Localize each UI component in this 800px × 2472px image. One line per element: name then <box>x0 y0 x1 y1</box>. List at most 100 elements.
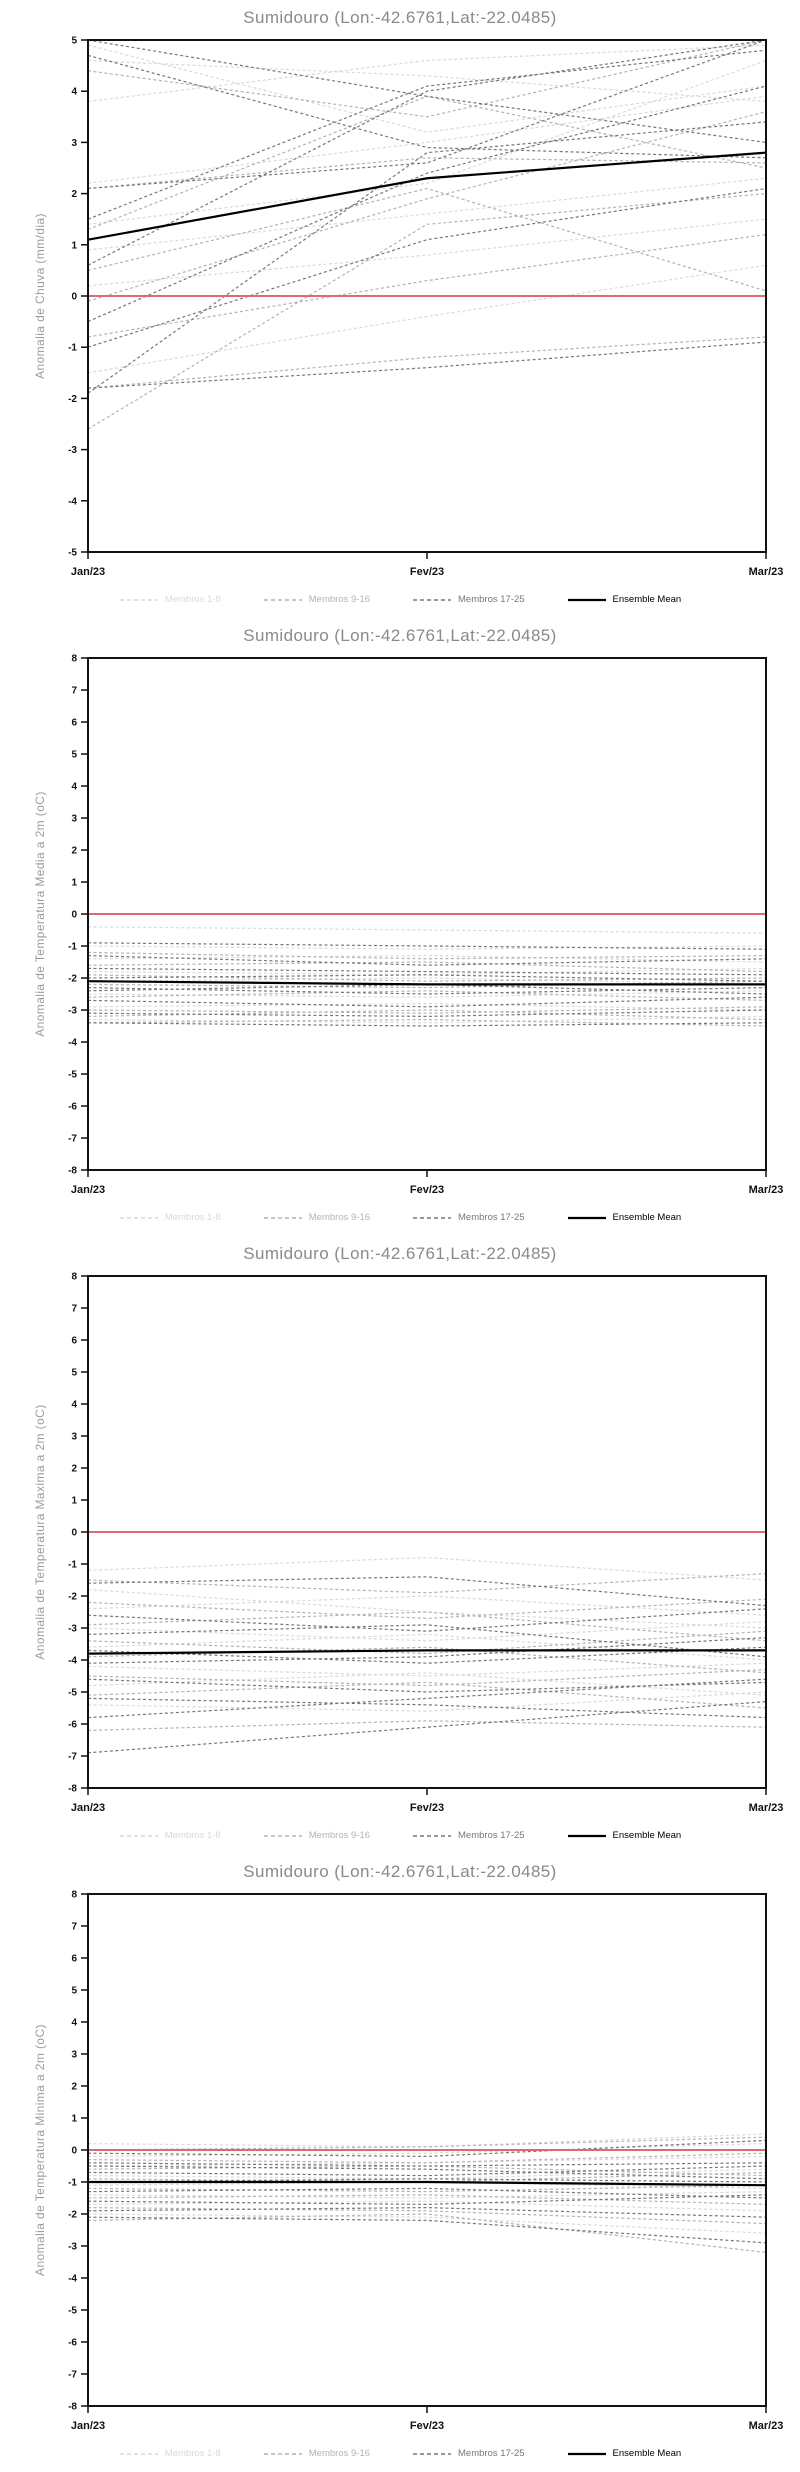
y-tick-label: -7 <box>68 1752 77 1763</box>
panel-anomalia-temp-maxima: Sumidouro (Lon:-42.6761,Lat:-22.0485) -8… <box>0 1236 800 1854</box>
legend-label: Membros 9-16 <box>308 594 371 605</box>
member-line <box>87 233 767 338</box>
legend-line-sample <box>119 1216 158 1219</box>
member-line <box>87 121 767 394</box>
y-tick-label: 8 <box>71 1272 77 1283</box>
legend-label: Membros 1-8 <box>164 594 221 605</box>
chart-title: Sumidouro (Lon:-42.6761,Lat:-22.0485) <box>243 1862 557 1881</box>
member-line <box>87 2168 767 2180</box>
member-line <box>87 967 767 976</box>
legend-item-membros-17-25: Membros 17-25 <box>412 1212 525 1223</box>
y-tick-label: 3 <box>71 138 77 149</box>
member-line <box>87 2136 767 2151</box>
legend-item-ensemble-mean: Ensemble Mean <box>567 594 682 605</box>
y-tick-label: -1 <box>68 2178 77 2189</box>
legend-line-sample <box>413 2452 452 2455</box>
legend-label: Membros 9-16 <box>308 1212 371 1223</box>
member-line <box>87 177 767 251</box>
member-line <box>87 1598 767 1620</box>
y-tick-label: -2 <box>68 394 77 405</box>
member-line <box>87 193 767 430</box>
member-line <box>87 945 767 950</box>
x-tick-label: Mar/23 <box>749 2420 784 2432</box>
y-tick-label: -2 <box>68 974 77 985</box>
y-tick-label: 4 <box>71 782 77 793</box>
legend-line-sample <box>263 2452 302 2455</box>
legend-item-membros-9-16: Membros 9-16 <box>263 2448 370 2459</box>
x-tick-label: Jan/23 <box>71 1802 105 1814</box>
y-tick-label: 2 <box>71 1464 77 1475</box>
legend-label: Membros 17-25 <box>458 2448 525 2459</box>
member-line <box>87 1678 767 1719</box>
member-line <box>87 1678 767 1693</box>
ensemble-mean-line <box>87 151 767 241</box>
chart-canvas-temp-maxima: -8 -7 -6 -5 -4 -3 -2 -1 0 1 2 3 4 5 6 7 8 Jan/23 Fev/23 Mar… <box>33 1272 784 1815</box>
chart-canvas-temp-minima: -8 -7 -6 -5 -4 -3 -2 -1 0 1 2 3 4 5 6 7 8 Jan/23 Fev/23 Mar… <box>33 1890 784 2433</box>
y-axis-label: Anomalia de Temperatura Media a 2m (oC) <box>33 791 47 1037</box>
y-tick-label: -3 <box>68 1624 77 1635</box>
y-tick-label: -6 <box>68 2338 77 2349</box>
y-tick-label: 5 <box>71 750 77 761</box>
member-line <box>87 926 767 934</box>
x-tick-label: Mar/23 <box>749 1184 784 1196</box>
member-line <box>87 44 767 133</box>
member-line <box>87 59 767 225</box>
y-tick-label: 1 <box>71 240 77 251</box>
member-line <box>87 336 767 389</box>
member-line <box>87 264 767 374</box>
panel-anomalia-temp-minima: Sumidouro (Lon:-42.6761,Lat:-22.0485) -8… <box>0 1854 800 2472</box>
legend-label: Membros 1-8 <box>164 2448 221 2459</box>
legend-item-membros-1-8: Membros 1-8 <box>119 594 221 605</box>
legend-item-membros-17-25: Membros 17-25 <box>412 2448 525 2459</box>
y-tick-label: -2 <box>68 2210 77 2221</box>
member-line <box>87 85 767 323</box>
y-tick-label: 0 <box>71 910 77 921</box>
legend-line-sample <box>567 2452 606 2455</box>
x-tick-label: Fev/23 <box>410 1802 444 1814</box>
y-tick-label: 2 <box>71 846 77 857</box>
legend-label: Ensemble Mean <box>612 594 682 605</box>
member-line <box>87 1701 767 1754</box>
y-axis-label: Anomalia de Chuva (mm/dia) <box>33 213 47 379</box>
legend-line-sample <box>567 1216 606 1219</box>
y-tick-label: -8 <box>68 2402 77 2413</box>
member-line <box>87 961 767 973</box>
legend-label: Membros 17-25 <box>458 594 525 605</box>
y-tick-label: -8 <box>68 1166 77 1177</box>
member-line <box>87 2133 767 2148</box>
y-tick-label: 7 <box>71 686 77 697</box>
y-tick-label: -4 <box>68 1656 77 1667</box>
member-line <box>87 1573 767 1594</box>
legend-line-sample <box>413 1834 452 1837</box>
y-tick-label: 1 <box>71 1496 77 1507</box>
chart-legend: Membros 1-8 Membros 9-16 Membros 17-25 Ense… <box>0 1212 800 1223</box>
y-tick-label: 0 <box>71 292 77 303</box>
y-tick-label: 1 <box>71 878 77 889</box>
y-tick-label: 0 <box>71 1528 77 1539</box>
y-tick-label: 0 <box>71 2146 77 2157</box>
member-line <box>87 942 767 950</box>
y-axis-label: Anomalia de Temperatura Minima a 2m (oC) <box>33 2024 47 2276</box>
legend-item-membros-17-25: Membros 17-25 <box>412 1830 525 1841</box>
member-line <box>87 2213 767 2253</box>
member-line <box>87 39 767 143</box>
y-tick-label: 4 <box>71 87 77 98</box>
member-line <box>87 1589 767 1629</box>
y-tick-label: -5 <box>68 2306 77 2317</box>
legend-item-ensemble-mean: Ensemble Mean <box>567 1212 681 1223</box>
y-tick-label: 6 <box>71 1954 77 1965</box>
legend-label: Ensemble Mean <box>612 2448 682 2459</box>
y-tick-label: 5 <box>71 36 77 47</box>
legend-line-sample <box>119 598 158 601</box>
y-tick-label: 1 <box>71 2114 77 2125</box>
legend-label: Membros 1-8 <box>164 1212 221 1223</box>
chart-canvas-chuva: -5 -4 -3 -2 -1 0 1 2 3 4 5 Jan/23 Fev/23 Mar/23 Anomal… <box>33 36 783 579</box>
member-line <box>87 111 767 302</box>
y-tick-label: -1 <box>68 343 77 354</box>
y-tick-label: 8 <box>71 1890 77 1901</box>
y-tick-label: -6 <box>68 1720 77 1731</box>
x-tick-label: Mar/23 <box>749 1802 784 1814</box>
member-line <box>87 39 767 266</box>
chart-title: Sumidouro (Lon:-42.6761,Lat:-22.0485) <box>243 8 557 27</box>
member-line <box>87 1691 767 1712</box>
